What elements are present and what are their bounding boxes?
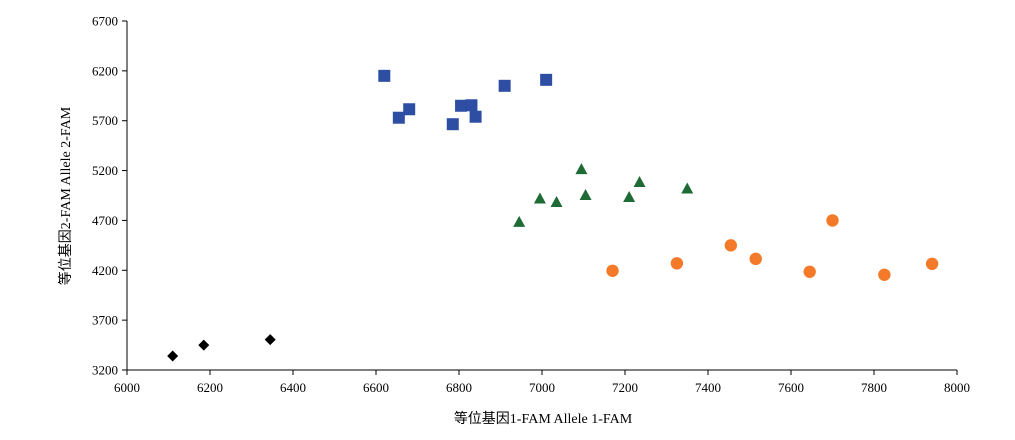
data-point-circle — [749, 252, 762, 266]
data-point-circle — [724, 239, 738, 252]
data-point-square — [392, 111, 405, 124]
data-point-circle — [925, 257, 939, 271]
data-point-square — [403, 103, 416, 116]
data-point-triangle — [623, 190, 636, 202]
data-point-circle — [606, 264, 619, 277]
x-axis-title: 等位基因1-FAM Allele 1-FAM — [454, 410, 633, 427]
data-point-square — [540, 73, 553, 86]
x-tick-label: 6000 — [114, 380, 140, 395]
y-tick-label: 3700 — [92, 313, 118, 328]
data-point-triangle — [533, 192, 546, 204]
data-point-triangle — [633, 176, 646, 188]
y-tick-label: 4200 — [92, 263, 118, 278]
y-tick-label: 3200 — [92, 363, 118, 378]
y-tick-label: 6700 — [92, 14, 118, 29]
data-point-circle — [878, 268, 891, 281]
data-point-triangle — [681, 182, 694, 194]
x-tick-label: 6400 — [280, 380, 306, 395]
y-tick-label: 4700 — [92, 213, 118, 228]
y-tick-label: 5700 — [92, 113, 118, 128]
data-point-diamond — [264, 334, 276, 346]
x-tick-label: 6600 — [363, 380, 389, 395]
x-tick-label: 7600 — [778, 380, 804, 395]
x-tick-label: 6800 — [446, 380, 472, 395]
data-point-square — [455, 99, 468, 112]
series-triangle — [513, 163, 694, 227]
data-point-triangle — [575, 163, 588, 175]
data-point-triangle — [513, 215, 526, 227]
y-tick-label: 6200 — [92, 63, 118, 78]
data-point-square — [446, 118, 459, 131]
data-point-circle — [826, 214, 839, 227]
data-point-triangle — [579, 189, 592, 201]
series-square — [378, 69, 553, 131]
x-tick-label: 7200 — [612, 380, 638, 395]
data-point-square — [465, 99, 478, 112]
data-point-triangle — [550, 195, 563, 207]
x-tick-label: 8000 — [944, 380, 970, 395]
data-point-diamond — [198, 339, 210, 351]
series-circle — [606, 214, 939, 281]
x-tick-label: 7000 — [529, 380, 555, 395]
x-tick-label: 7400 — [695, 380, 721, 395]
data-point-square — [378, 69, 391, 82]
series-diamond — [167, 334, 276, 362]
data-points — [167, 69, 939, 362]
x-tick-label: 6200 — [197, 380, 223, 395]
data-point-square — [469, 110, 482, 123]
axes: 6000 6200 6400 6600 6800 7000 7200 7400 7600 7800… — [92, 14, 970, 396]
y-axis-title: 等位基因2-FAM Allele 2-FAM — [57, 106, 74, 285]
y-tick-label: 5200 — [92, 163, 118, 178]
x-tick-label: 7800 — [861, 380, 887, 395]
data-point-diamond — [167, 350, 179, 362]
data-point-square — [498, 79, 511, 92]
data-point-circle — [670, 257, 684, 270]
data-point-circle — [803, 265, 816, 278]
